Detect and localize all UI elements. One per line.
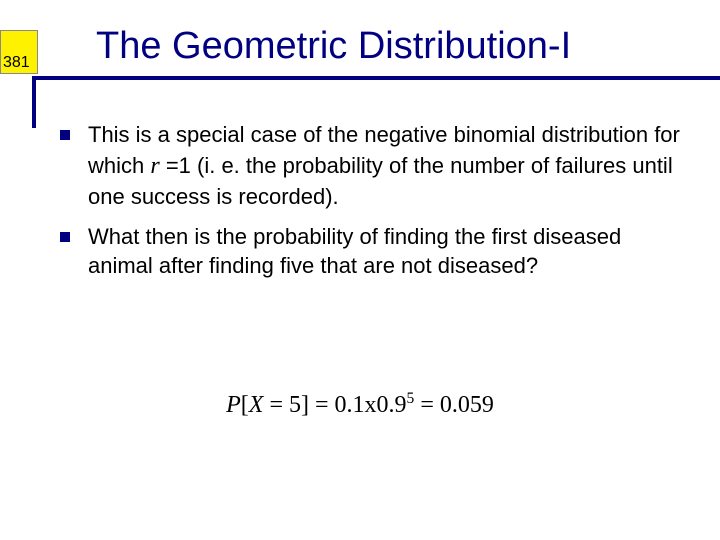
- bullet-text: What then is the probability of finding …: [88, 222, 680, 281]
- page-title: The Geometric Distribution-I: [96, 25, 571, 68]
- formula: P[X = 5] = 0.1x0.95 = 0.059: [0, 390, 720, 419]
- body-text: This is a special case of the negative b…: [60, 120, 680, 291]
- rule-horizontal: [32, 76, 720, 80]
- slide: 381 The Geometric Distribution-I This is…: [0, 0, 720, 540]
- rule-vertical: [32, 76, 36, 128]
- bullet-item: This is a special case of the negative b…: [60, 120, 680, 212]
- bullet-item: What then is the probability of finding …: [60, 222, 680, 281]
- bullet-square-icon: [60, 232, 70, 242]
- bullet-square-icon: [60, 130, 70, 140]
- bullet-text: This is a special case of the negative b…: [88, 120, 680, 212]
- slide-header: 381 The Geometric Distribution-I: [0, 26, 720, 96]
- slide-number: 381: [3, 54, 30, 72]
